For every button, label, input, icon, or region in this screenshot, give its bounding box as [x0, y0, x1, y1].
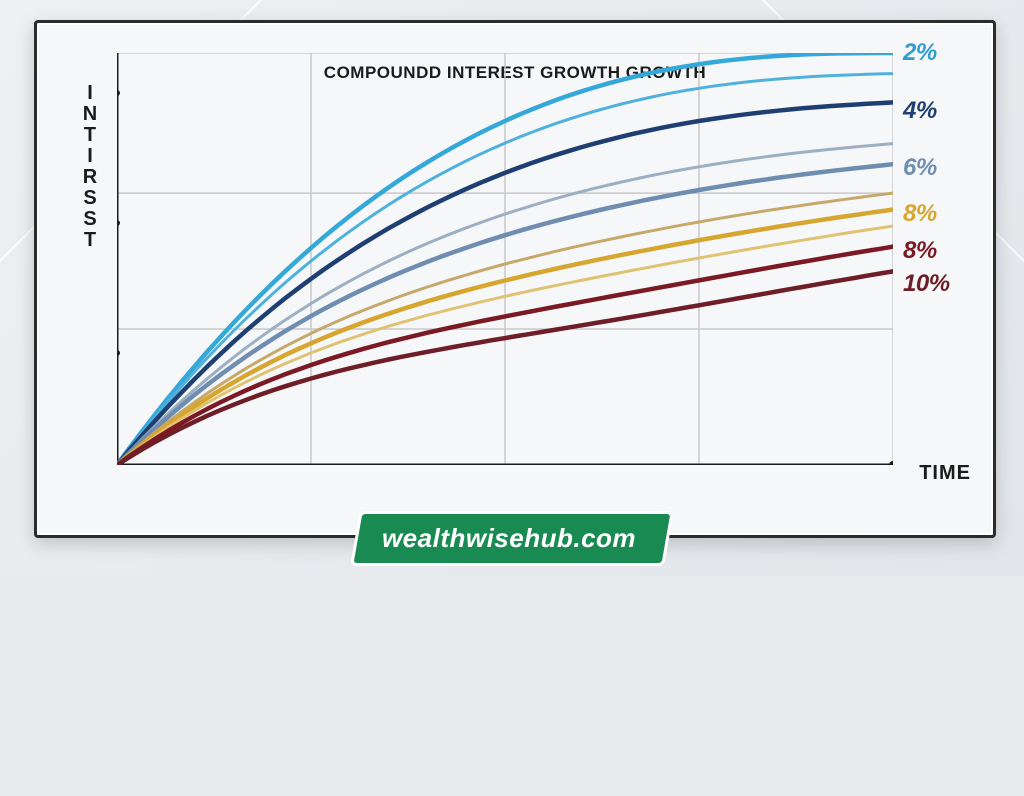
y-tick-dot-icon — [117, 350, 120, 356]
chart-frame: COMPOUNDD INTEREST GROWTH GROWTH INTIRSS… — [34, 20, 996, 538]
series-end-label: 4% — [903, 97, 937, 125]
x-axis-end-dot-icon — [889, 461, 893, 465]
brand-badge: wealthwisehub.com — [350, 511, 674, 566]
y-axis-label: INTIRSST — [79, 83, 103, 405]
y-tick-dot-icon — [117, 220, 120, 226]
series-end-label: 2% — [903, 39, 937, 67]
series-end-label: 8% — [903, 200, 937, 228]
series-end-label: 8% — [903, 237, 937, 265]
chart-plot-area: 2%4%6%8%8%10% — [117, 53, 893, 465]
x-axis-label: TIME — [919, 462, 971, 485]
chart-svg — [117, 53, 893, 465]
series-end-label: 6% — [903, 154, 937, 182]
y-tick-dot-icon — [117, 90, 120, 96]
series-end-label: 10% — [903, 270, 950, 298]
brand-badge-text: wealthwisehub.com — [382, 523, 636, 554]
